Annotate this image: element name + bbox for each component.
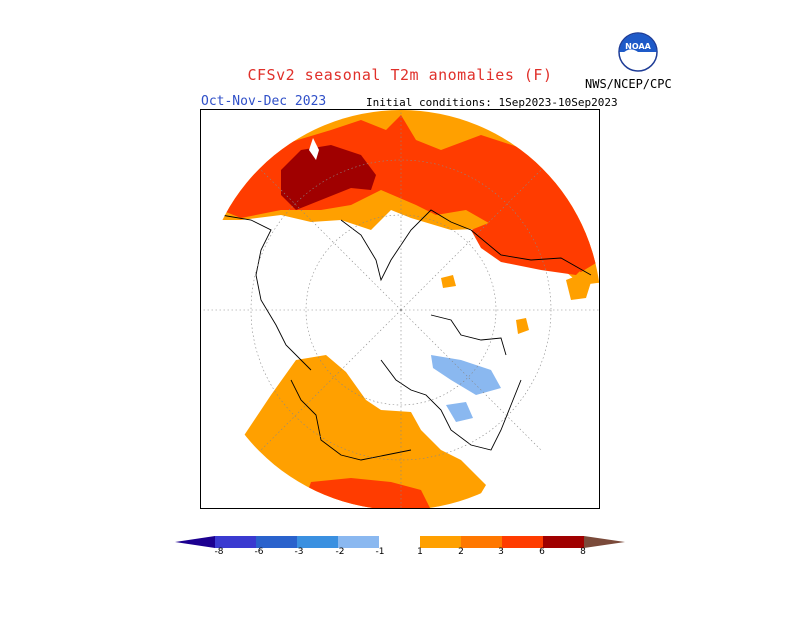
chart-title: CFSv2 seasonal T2m anomalies (F) (247, 66, 553, 84)
colorbar (175, 536, 625, 560)
colorbar-bin (338, 536, 379, 548)
anomaly-region-darkred-core (281, 145, 376, 210)
colorbar-tick-label: 6 (539, 547, 545, 557)
period-label: Oct-Nov-Dec 2023 (201, 94, 327, 109)
colorbar-bin (543, 536, 584, 548)
initial-conditions-label: Initial conditions: 1Sep2023-10Sep2023 (366, 96, 618, 109)
colorbar-tick-label: -2 (335, 547, 345, 557)
colorbar-tick-label: -3 (294, 547, 304, 557)
colorbar-bin (297, 536, 338, 548)
colorbar-tick-label: -6 (254, 547, 264, 557)
colorbar-bin (215, 536, 256, 548)
colorbar-bin (502, 536, 543, 548)
logo-text: NOAA (625, 42, 651, 51)
agency-label: NWS/NCEP/CPC (585, 77, 672, 91)
colorbar-tick-label: 1 (417, 547, 423, 557)
anomaly-region-red-alaska (471, 218, 591, 275)
colorbar-tick-label: -8 (214, 547, 224, 557)
anomaly-region-blue-1 (431, 355, 501, 395)
noaa-logo: NOAA (618, 32, 658, 72)
colorbar-cap-low (175, 536, 215, 548)
colorbar-tick-label: 8 (580, 547, 586, 557)
colorbar-cap-high (584, 536, 625, 548)
colorbar-bin (256, 536, 297, 548)
polar-map (200, 109, 600, 509)
anomaly-region-blue-2 (446, 402, 473, 422)
colorbar-tick-label: -1 (375, 547, 385, 557)
colorbar-tick-label: 3 (498, 547, 504, 557)
colorbar-tick-label: 2 (458, 547, 464, 557)
colorbar-bin (420, 536, 461, 548)
colorbar-bin (461, 536, 502, 548)
colorbar-bin (379, 536, 420, 548)
